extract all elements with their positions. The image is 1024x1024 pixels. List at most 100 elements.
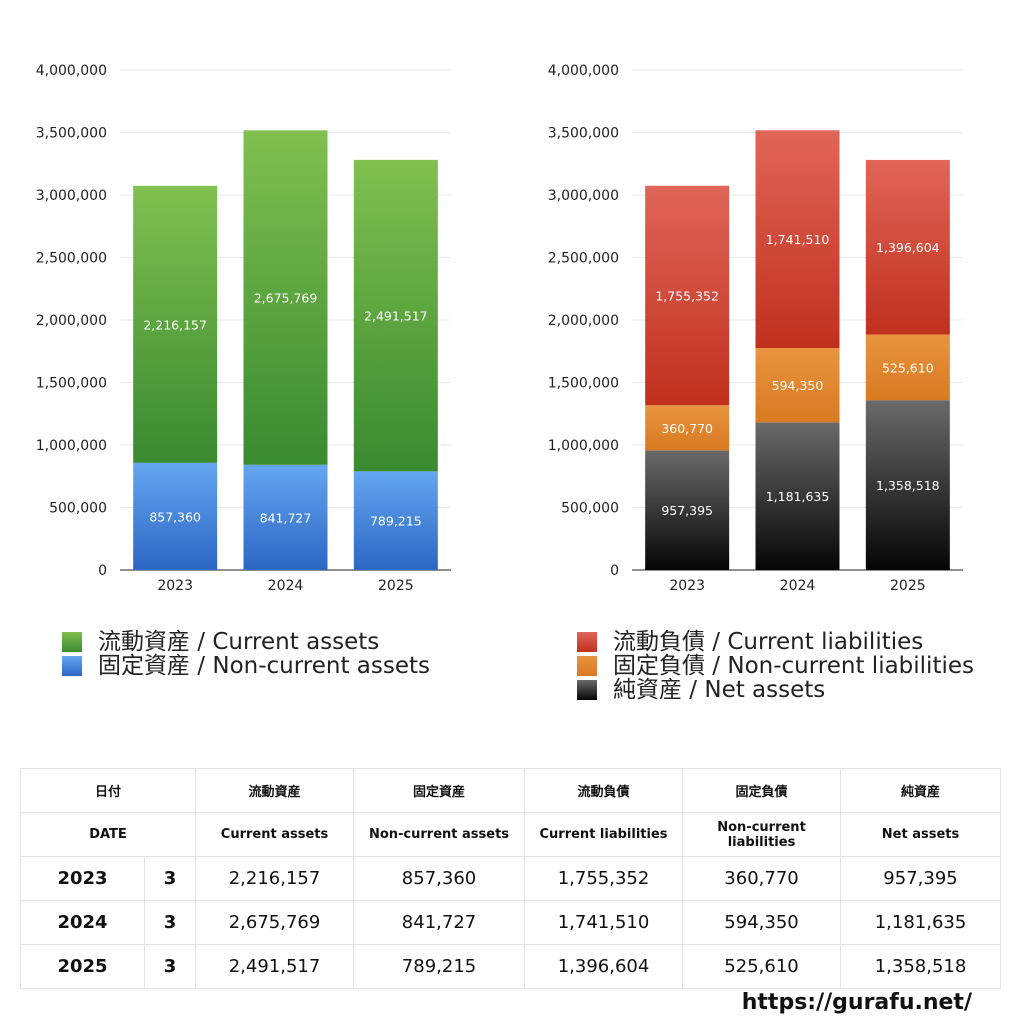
data-label: 2,675,769: [254, 291, 318, 306]
legend-item-current-assets: 流動資産 / Current assets: [62, 630, 430, 654]
bar-segment: [133, 462, 218, 570]
legend-swatch-orange: [577, 656, 597, 676]
x-tick-label: 2024: [268, 578, 304, 594]
y-tick-label: 3,500,000: [36, 126, 107, 142]
value-cell: 2,216,157: [195, 856, 355, 901]
bar-segment: [645, 450, 730, 570]
bar-segment: [755, 348, 840, 423]
data-label: 841,727: [260, 510, 312, 525]
table-header-cell: 固定資産: [353, 768, 526, 813]
y-tick-label: 3,000,000: [36, 188, 107, 204]
data-label: 1,396,604: [876, 240, 940, 255]
bar-segment: [133, 185, 218, 463]
legend-swatch-red: [577, 632, 597, 652]
x-tick-label: 2025: [378, 578, 414, 594]
legend-item-non-current-liabilities: 固定負債 / Non-current liabilities: [577, 654, 974, 678]
y-tick-label: 2,000,000: [548, 313, 619, 329]
y-tick-label: 2,500,000: [548, 251, 619, 267]
table-header-row-jp: 日付 流動資産 固定資産 流動負債 固定負債 純資産: [19, 768, 1002, 813]
y-tick-label: 4,000,000: [36, 63, 107, 79]
year-cell: 2023: [20, 856, 145, 901]
bar-segment: [645, 405, 730, 451]
bar-segment: [865, 334, 950, 401]
table-header-cell: Non-current assets: [353, 812, 526, 857]
bar-segment: [755, 422, 840, 570]
value-cell: 789,215: [353, 944, 526, 989]
table-header-cell: Non-current liabilities: [682, 812, 842, 857]
legend-label: 流動負債 / Current liabilities: [613, 629, 924, 655]
value-cell: 525,610: [682, 944, 842, 989]
legend-label: 固定資産 / Non-current assets: [98, 653, 431, 679]
bar-segment: [645, 185, 730, 406]
value-cell: 957,395: [840, 856, 1002, 901]
data-label: 2,216,157: [143, 317, 207, 332]
legend-label: 流動資産 / Current assets: [98, 629, 380, 655]
table-header-row-en: DATE Current assets Non-current assets C…: [19, 812, 1002, 857]
legend-item-non-current-assets: 固定資産 / Non-current assets: [62, 654, 430, 678]
x-tick-label: 2023: [157, 578, 193, 594]
y-tick-label: 4,000,000: [548, 63, 619, 79]
legend-label: 純資産 / Net assets: [613, 677, 826, 703]
y-tick-label: 3,000,000: [548, 188, 619, 204]
table-row: 2023 3 2,216,157 857,360 1,755,352 360,7…: [20, 856, 1002, 901]
data-label: 1,755,352: [655, 289, 719, 304]
data-label: 2,491,517: [364, 309, 428, 324]
data-label: 789,215: [370, 514, 422, 529]
y-tick-label: 1,000,000: [548, 438, 619, 454]
data-label: 594,350: [772, 378, 824, 393]
y-tick-label: 2,500,000: [36, 251, 107, 267]
data-label: 525,610: [882, 360, 934, 375]
value-cell: 594,350: [682, 900, 842, 945]
table-header-cell: Current assets: [195, 812, 355, 857]
y-tick-label: 0: [98, 563, 107, 579]
assets-chart: 0 500,000 1,000,000 1,500,000 2,000,000 2,500…: [36, 63, 451, 594]
data-label: 360,770: [661, 421, 713, 436]
x-tick-label: 2023: [669, 578, 705, 594]
legend-item-current-liabilities: 流動負債 / Current liabilities: [577, 630, 974, 654]
x-tick-label: 2024: [780, 578, 816, 594]
value-cell: 841,727: [353, 900, 526, 945]
value-cell: 1,741,510: [524, 900, 684, 945]
bar-segment: [243, 130, 328, 465]
data-label: 1,181,635: [766, 489, 830, 504]
data-label: 1,741,510: [766, 232, 830, 247]
table-header-cell: 流動負債: [524, 768, 684, 813]
value-cell: 360,770: [682, 856, 842, 901]
table-header-cell: 純資産: [840, 768, 1002, 813]
liabilities-chart: 0 500,000 1,000,000 1,500,000 2,000,000 2,500…: [548, 63, 963, 594]
y-tick-label: 0: [610, 563, 619, 579]
bar-segment: [865, 400, 950, 570]
y-tick-label: 500,000: [49, 501, 107, 517]
value-cell: 2,491,517: [195, 944, 355, 989]
data-label: 957,395: [661, 503, 713, 518]
value-cell: 1,396,604: [524, 944, 684, 989]
month-cell: 3: [143, 944, 197, 989]
x-tick-label: 2025: [890, 578, 926, 594]
month-cell: 3: [143, 900, 197, 945]
y-tick-label: 1,000,000: [36, 438, 107, 454]
assets-legend: 流動資産 / Current assets 固定資産 / Non-current…: [62, 630, 430, 678]
legend-swatch-green: [62, 632, 82, 652]
y-tick-label: 3,500,000: [548, 126, 619, 142]
bar-segment: [865, 159, 950, 335]
liabilities-legend: 流動負債 / Current liabilities 固定負債 / Non-cu…: [577, 630, 974, 702]
bar-segment: [755, 130, 840, 349]
bar-segment: [243, 464, 328, 570]
table-header-cell: 流動資産: [195, 768, 355, 813]
value-cell: 1,358,518: [840, 944, 1002, 989]
y-tick-label: 1,500,000: [548, 376, 619, 392]
bar-segment: [353, 159, 438, 472]
data-label: 857,360: [149, 509, 201, 524]
table-header-cell: Net assets: [840, 812, 1002, 857]
table-header-cell: 固定負債: [682, 768, 842, 813]
footer-url[interactable]: https://gurafu.net/: [741, 990, 972, 1015]
data-label: 1,358,518: [876, 478, 940, 493]
legend-swatch-black: [577, 680, 597, 700]
table-row: 2024 3 2,675,769 841,727 1,741,510 594,3…: [20, 900, 1002, 945]
y-tick-label: 500,000: [561, 501, 619, 517]
legend-swatch-blue: [62, 656, 82, 676]
year-cell: 2024: [20, 900, 145, 945]
table-header-cell: DATE: [19, 812, 197, 857]
value-cell: 1,181,635: [840, 900, 1002, 945]
value-cell: 1,755,352: [524, 856, 684, 901]
